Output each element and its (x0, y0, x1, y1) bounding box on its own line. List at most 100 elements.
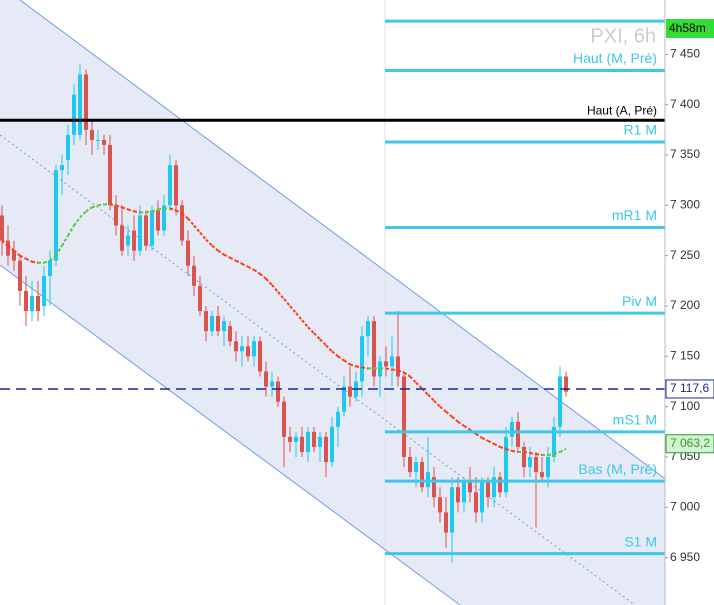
candle-body (318, 436, 322, 447)
plot: Haut (M, Pré) R1 M mR1 M Piv M mS1 M Bas (M, … (0, 19, 665, 563)
candle-body (534, 457, 538, 473)
candle-body (24, 290, 28, 312)
candle-body (324, 436, 328, 463)
moving-average-segment (7, 244, 15, 252)
candle-body (138, 215, 142, 251)
candle-body (222, 321, 226, 332)
last-price-box (665, 379, 714, 399)
candle-body (336, 411, 340, 427)
moving-average-segment (325, 344, 333, 353)
moving-average-segment (19, 254, 27, 260)
candle-body (186, 240, 190, 266)
moving-average-segment (169, 207, 177, 212)
moving-average-segment (553, 451, 561, 455)
candle-body (150, 210, 154, 246)
moving-average-segment (61, 235, 69, 247)
candle-body (306, 431, 310, 452)
countdown-box (666, 19, 714, 38)
channel-upper (19, 0, 714, 516)
moving-average-segment (289, 305, 297, 314)
candle-body (66, 134, 70, 161)
moving-average-segment (223, 253, 231, 259)
candle-body (468, 482, 472, 493)
moving-average-segment (523, 451, 531, 454)
moving-average-segment (151, 208, 159, 213)
moving-average-segment (211, 244, 219, 252)
candle-body (438, 497, 442, 513)
moving-average-segment (253, 268, 261, 275)
level-label: Piv M (622, 293, 657, 309)
moving-average-segment (49, 254, 57, 262)
moving-average-segment (391, 368, 399, 372)
moving-average-segment (73, 216, 81, 227)
candle-body (426, 472, 430, 488)
y-tick-label: 7 150 (670, 349, 700, 363)
moving-average-segment (385, 367, 393, 371)
moving-average-segment (259, 273, 267, 280)
candle-body (312, 431, 316, 447)
candle-body (546, 457, 550, 478)
moving-average-segment (427, 393, 435, 402)
moving-average-segment (241, 262, 249, 268)
candle-body (264, 371, 268, 387)
moving-average-segment (499, 446, 507, 450)
candle-body (258, 341, 262, 372)
moving-average-segment (415, 381, 423, 390)
candle-body (240, 346, 244, 352)
prior-year-high-label: Haut (A, Pré) (587, 103, 657, 117)
moving-average-segment (283, 298, 291, 307)
candle-body (540, 472, 544, 478)
candle-body (180, 205, 184, 241)
moving-average-segment (547, 453, 555, 456)
y-tick-label: 6 950 (670, 550, 700, 564)
moving-average-segment (361, 366, 369, 370)
moving-average-segment (217, 249, 225, 256)
moving-average-segment (229, 256, 237, 262)
candle-body (558, 376, 562, 427)
candle-body (522, 446, 526, 468)
candle-body (342, 386, 346, 412)
moving-average-segment (493, 443, 501, 448)
candle-body (504, 436, 508, 493)
candle-body (192, 265, 196, 286)
candle-body (54, 170, 58, 261)
y-tick-label: 7 000 (670, 500, 700, 514)
marker-label: 7 063,2 (670, 436, 710, 450)
candle-body (120, 225, 124, 251)
moving-average-segment (277, 291, 285, 300)
candle-body (198, 285, 202, 312)
moving-average-segment (85, 206, 93, 213)
candle-body (432, 477, 436, 498)
last-price-label: 7 117,6 (670, 381, 709, 395)
moving-average-segment (295, 312, 303, 321)
moving-average-segment (157, 207, 165, 211)
candle-body (282, 401, 286, 437)
moving-average-segment (121, 206, 129, 211)
moving-average-segment (1, 239, 9, 247)
moving-average-segment (205, 238, 213, 247)
candle-body (552, 426, 556, 458)
candle-body (414, 462, 418, 473)
moving-average-segment (475, 433, 483, 439)
candle-body (216, 316, 220, 332)
candle-body (102, 139, 106, 145)
level-label: mS1 M (613, 412, 657, 428)
candle-body (510, 421, 514, 437)
moving-average-segment (397, 369, 405, 374)
candle-body (90, 129, 94, 140)
level-label: mR1 M (612, 207, 657, 223)
candle-body (330, 426, 334, 463)
candle-body (174, 165, 178, 206)
moving-average-segment (115, 204, 123, 209)
candle-body (492, 477, 496, 498)
candle-body (486, 482, 490, 498)
moving-average-segment (97, 203, 105, 207)
moving-average-segment (91, 204, 99, 209)
moving-average-segment (265, 278, 273, 286)
moving-average-segment (409, 375, 417, 384)
candle-body (252, 341, 256, 357)
y-tick-label: 7 350 (670, 147, 700, 161)
moving-average-segment (79, 210, 87, 219)
moving-average-segment (331, 350, 339, 358)
moving-average-segment (445, 410, 453, 418)
